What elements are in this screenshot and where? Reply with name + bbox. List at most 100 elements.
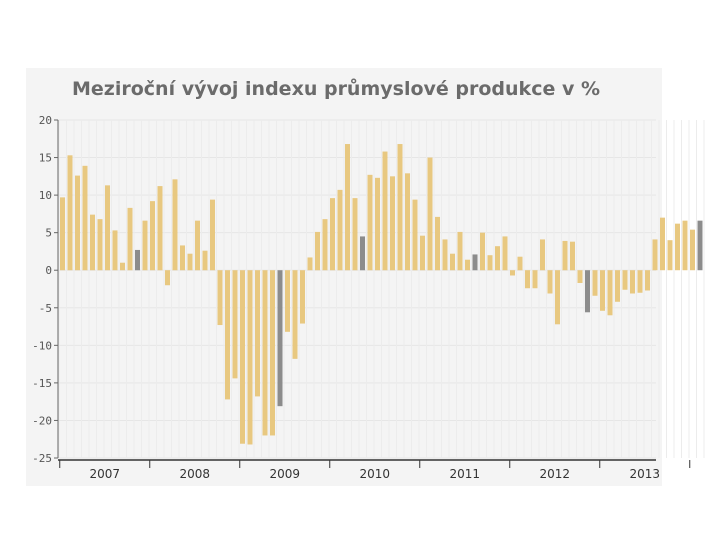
bar [555,270,560,325]
bar [540,239,545,271]
bar [637,270,643,293]
bar [262,270,268,436]
bar [427,157,433,271]
y-tick-label: 15 [39,152,52,165]
grid [58,119,705,459]
x-tick-label: 2009 [269,467,300,481]
bar [307,257,313,271]
bar-highlighted [585,270,590,313]
bar [630,270,635,294]
bar [457,231,463,271]
bar [180,245,185,271]
bar [157,186,163,271]
bar [172,179,178,271]
bar-highlighted [277,270,283,407]
bar [592,270,598,296]
bar [487,255,493,271]
bar [570,241,575,271]
bar [375,177,380,271]
x-tick-label: 2011 [449,467,480,481]
bar [645,270,650,291]
bar [420,235,425,271]
bar [337,189,343,271]
bar [142,220,148,271]
bar [397,144,403,271]
y-tick-label: 0 [45,264,52,277]
bar [667,240,673,271]
bar [367,174,373,271]
bar [322,219,328,271]
bar [202,250,208,271]
axes [54,119,691,468]
bar [525,270,530,289]
bar [547,270,553,294]
bar [90,214,95,271]
bar [315,231,320,271]
bar-highlighted [135,249,140,271]
bar [127,207,133,271]
bar [292,270,298,359]
x-tick-label: 2013 [629,467,660,481]
bar [615,270,620,302]
bar [607,270,613,316]
bar [435,216,440,271]
bar [382,151,388,271]
bar [517,256,523,271]
bar [330,198,335,271]
bar [247,270,253,445]
y-tick-labels: 20 15 10 5 0 -5 -10 -15 -20 -25 [32,114,52,465]
bar [390,176,395,271]
bar [225,270,230,400]
y-tick-label: -20 [32,414,52,427]
bar [660,217,665,271]
bar [300,270,305,324]
bar [675,223,680,271]
y-tick-label: -15 [32,377,52,390]
bar [502,236,508,271]
bar [270,270,275,436]
bar [495,246,500,271]
bar [240,270,245,444]
chart-title: Meziroční vývoj indexu průmyslové produk… [72,78,600,100]
bar [652,239,658,271]
y-tick-label: 5 [45,227,52,240]
bar [562,240,568,271]
bars [60,144,703,445]
bar-highlighted [472,254,478,271]
bar [442,239,448,271]
bar [622,270,628,290]
bar [232,270,238,379]
bar [75,175,80,271]
bar [345,144,350,271]
y-tick-label: -10 [32,339,52,352]
bar [682,220,688,271]
bar [412,199,418,271]
bar [82,165,88,271]
bar [690,229,695,271]
bar [195,220,200,271]
bar-highlighted [697,220,703,271]
bar [480,232,485,271]
y-tick-label: -25 [32,452,52,465]
bar [510,270,515,276]
bar [97,219,103,271]
x-tick-label: 2008 [179,467,210,481]
bar [352,198,358,271]
bar [150,201,155,271]
y-tick-label: -5 [39,302,52,315]
bar [255,270,260,397]
bar [187,253,193,271]
bar [67,155,73,271]
bar [120,262,125,271]
bar [112,230,118,271]
bar [105,185,110,271]
bar [210,199,215,271]
bar [450,253,455,271]
x-tick-labels: 2007 2008 2009 2010 2011 2012 2013 [89,467,660,481]
y-tick-label: 10 [39,189,52,202]
bar [60,197,65,271]
bar [465,259,470,271]
y-tick-label: 20 [39,114,52,127]
bar [600,270,605,311]
